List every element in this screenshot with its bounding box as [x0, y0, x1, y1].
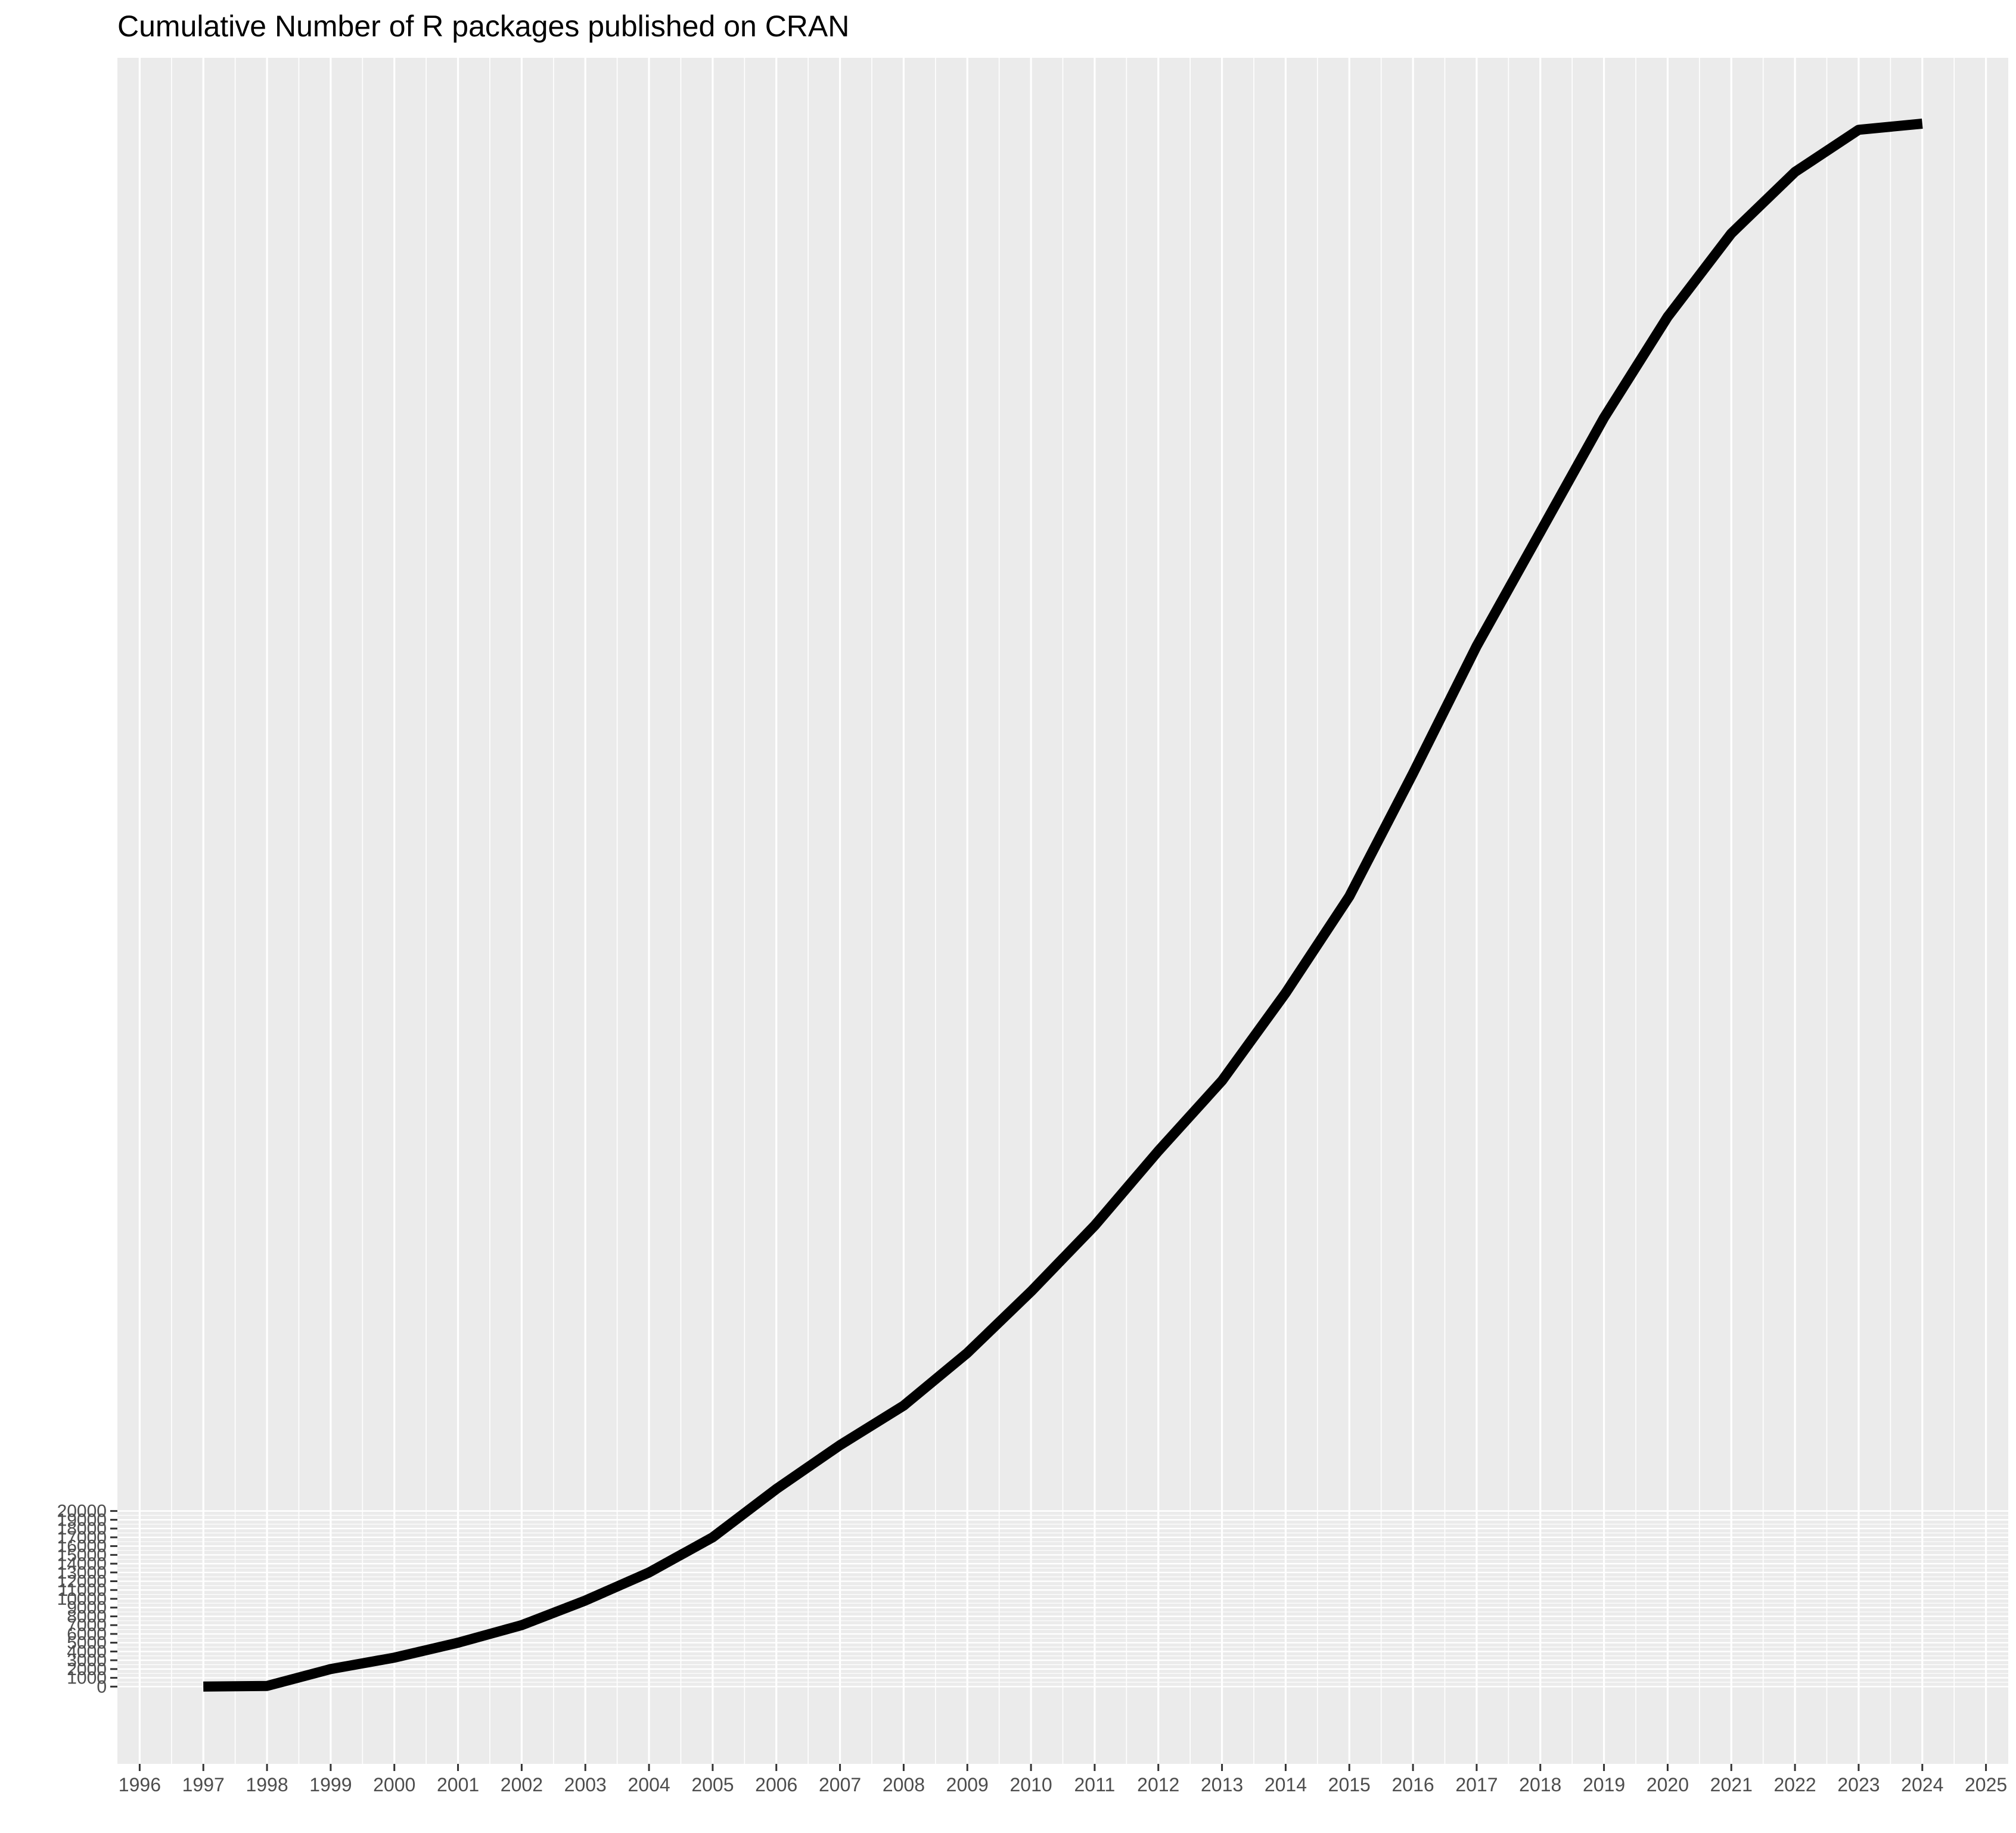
- x-tick-label-1999: 1999: [309, 1774, 352, 1795]
- x-tick-label-2016: 2016: [1391, 1774, 1434, 1795]
- y-tick-label-19000: 19000: [57, 1510, 107, 1530]
- x-tick-label-2011: 2011: [1074, 1774, 1116, 1795]
- y-tick-label-4000: 4000: [67, 1642, 107, 1661]
- x-tick-label-2003: 2003: [564, 1774, 607, 1795]
- y-tick-label-6000: 6000: [67, 1624, 107, 1644]
- y-tick-label-1000: 1000: [67, 1669, 107, 1688]
- x-tick-label-2013: 2013: [1201, 1774, 1243, 1795]
- x-tick-label-2000: 2000: [373, 1774, 415, 1795]
- y-tick-label-15000: 15000: [57, 1545, 107, 1565]
- x-tick-label-2002: 2002: [501, 1774, 543, 1795]
- y-axis: 0100020003000400050006000700080009000100…: [57, 1502, 117, 1697]
- major-vertical-gridlines: [138, 58, 1987, 1764]
- y-tick-label-11000: 11000: [58, 1580, 107, 1600]
- x-tick-label-2010: 2010: [1009, 1774, 1052, 1795]
- x-axis: 1996 1997 1998 1999 2000 2001 2002 2003 2004 2005…: [119, 1764, 2007, 1795]
- x-tick-label-2005: 2005: [691, 1774, 734, 1795]
- y-tick-label-12000: 12000: [57, 1572, 107, 1592]
- y-tick-label-8000: 8000: [67, 1607, 107, 1626]
- y-tick-label-13000: 13000: [57, 1563, 107, 1583]
- x-tick-label-2020: 2020: [1647, 1774, 1689, 1795]
- minor-vertical-gridlines: [171, 58, 1955, 1764]
- x-tick-label-2014: 2014: [1265, 1774, 1307, 1795]
- x-tick-label-2019: 2019: [1583, 1774, 1625, 1795]
- series-layer: [203, 119, 1923, 1692]
- x-tick-label-2015: 2015: [1328, 1774, 1371, 1795]
- y-tick-label-9000: 9000: [67, 1598, 107, 1618]
- x-tick-label-2012: 2012: [1137, 1774, 1179, 1795]
- y-tick-label-10000: 10000: [57, 1589, 107, 1609]
- major-horizontal-gridlines: [117, 1510, 2008, 1688]
- y-tick-label-17000: 17000: [57, 1528, 107, 1548]
- minor-horizontal-gridlines: [117, 1515, 2008, 1683]
- x-tick-label-2024: 2024: [1901, 1774, 1943, 1795]
- x-tick-label-2008: 2008: [883, 1774, 925, 1795]
- x-tick-label-2017: 2017: [1455, 1774, 1498, 1795]
- x-tick-label-2021: 2021: [1710, 1774, 1753, 1795]
- x-tick-label-2001: 2001: [437, 1774, 479, 1795]
- y-tick-label-16000: 16000: [57, 1537, 107, 1557]
- y-tick-label-5000: 5000: [67, 1633, 107, 1653]
- x-tick-label-1997: 1997: [182, 1774, 225, 1795]
- x-tick-label-2022: 2022: [1774, 1774, 1816, 1795]
- y-tick-label-3000: 3000: [67, 1651, 107, 1670]
- x-tick-label-1996: 1996: [119, 1774, 161, 1795]
- x-tick-label-2007: 2007: [819, 1774, 861, 1795]
- x-tick-label-2018: 2018: [1519, 1774, 1561, 1795]
- y-tick-label-18000: 18000: [57, 1519, 107, 1539]
- y-tick-label-0: 0: [97, 1677, 107, 1697]
- chart-title: Cumulative Number of R packages publishe…: [117, 10, 849, 43]
- y-tick-label-7000: 7000: [67, 1615, 107, 1635]
- x-tick-label-2023: 2023: [1837, 1774, 1880, 1795]
- x-tick-label-1998: 1998: [246, 1774, 288, 1795]
- y-tick-label-14000: 14000: [57, 1554, 107, 1574]
- y-tick-label-20000: 20000: [57, 1502, 107, 1521]
- x-tick-label-2006: 2006: [755, 1774, 797, 1795]
- series-line-0: [203, 119, 1923, 1692]
- x-tick-label-2004: 2004: [628, 1774, 670, 1795]
- x-tick-label-2025: 2025: [1965, 1774, 2007, 1795]
- x-tick-label-2009: 2009: [946, 1774, 989, 1795]
- y-tick-label-2000: 2000: [67, 1660, 107, 1679]
